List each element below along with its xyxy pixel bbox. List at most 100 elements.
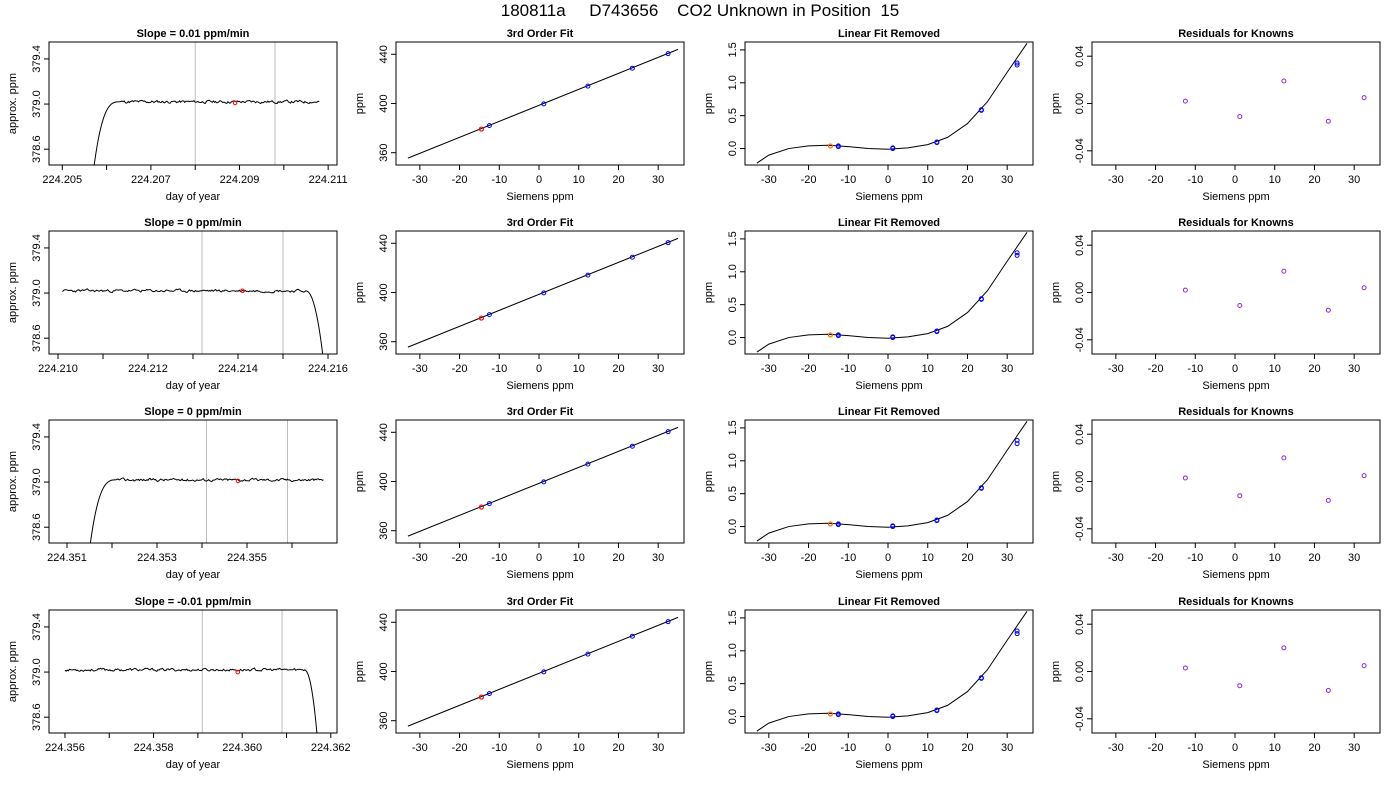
- known-point: [1325, 118, 1331, 124]
- x-tick-label: -30: [1108, 552, 1124, 564]
- x-tick-label: -30: [761, 552, 777, 564]
- y-tick-label: 0.5: [727, 297, 739, 312]
- x-tick-label: 224.353: [137, 552, 177, 564]
- x-tick-label: 0: [885, 363, 891, 375]
- x-tick-label: 20: [1308, 552, 1320, 564]
- y-tick-label: 0.00: [1074, 661, 1086, 682]
- x-axis-label: Siemens ppm: [506, 569, 573, 581]
- known-point: [1325, 307, 1331, 313]
- chart-title: Slope = 0.01 ppm/min: [137, 28, 250, 40]
- x-tick-label: 30: [652, 742, 664, 754]
- sample-marker: [240, 288, 245, 294]
- known-point: [665, 51, 671, 57]
- plot-frame: [1091, 419, 1381, 544]
- plot-frame: [1091, 609, 1381, 734]
- x-tick-label: 20: [961, 552, 973, 564]
- x-tick-label: -10: [491, 363, 507, 375]
- x-tick-label: 30: [652, 174, 664, 186]
- x-tick-label: 20: [612, 363, 624, 375]
- x-tick-label: 0: [536, 174, 542, 186]
- chart-title: 3rd Order Fit: [507, 406, 574, 418]
- known-point: [1361, 663, 1367, 669]
- x-tick-label: -10: [1187, 363, 1203, 375]
- chart-panel-13: Slope = -0.01 ppm/min 224.356 224.358 224.3…: [7, 596, 351, 771]
- plot-frame: [395, 609, 685, 734]
- x-tick-label: 20: [612, 552, 624, 564]
- x-tick-label: 224.355: [227, 552, 267, 564]
- known-point-secondary: [890, 334, 896, 340]
- known-point: [486, 312, 492, 318]
- y-tick-label: 400: [378, 94, 390, 112]
- x-tick-label: 30: [1001, 174, 1013, 186]
- y-tick-label: 378.6: [31, 703, 43, 731]
- y-tick-label: 360: [378, 333, 390, 351]
- x-tick-label: 10: [922, 174, 934, 186]
- y-axis-label: ppm: [1050, 471, 1062, 492]
- plot-area: [407, 616, 679, 727]
- x-tick-label: 20: [1308, 174, 1320, 186]
- known-point: [486, 691, 492, 697]
- plot-frame: [1091, 41, 1381, 166]
- known-point: [585, 83, 591, 89]
- x-tick-label: 10: [573, 363, 585, 375]
- y-tick-label: 1.0: [727, 264, 739, 279]
- y-axis-label: ppm: [354, 661, 366, 682]
- x-tick-label: -20: [452, 174, 468, 186]
- known-point-secondary: [890, 713, 896, 719]
- known-point: [1182, 475, 1188, 481]
- chart-title: Residuals for Knowns: [1178, 406, 1294, 418]
- plot-frame: [744, 41, 1034, 166]
- x-tick-label: -20: [801, 174, 817, 186]
- x-axis-label: Siemens ppm: [855, 191, 922, 203]
- unknown-point: [827, 143, 834, 149]
- y-tick-label: 0.5: [727, 676, 739, 691]
- fit-line: [407, 48, 679, 159]
- x-tick-label: -10: [1187, 174, 1203, 186]
- y-tick-label: 0.04: [1074, 613, 1086, 634]
- x-tick-label: 10: [922, 742, 934, 754]
- x-tick-label: 30: [652, 552, 664, 564]
- x-tick-label: 20: [1308, 742, 1320, 754]
- y-axis-label: ppm: [354, 93, 366, 114]
- x-tick-label: 20: [961, 742, 973, 754]
- x-axis-label: Siemens ppm: [506, 759, 573, 771]
- known-point: [541, 479, 547, 485]
- x-axis-label: Siemens ppm: [855, 569, 922, 581]
- y-tick-label: 1.5: [727, 610, 739, 625]
- x-tick-label: 224.205: [42, 174, 82, 186]
- known-point: [629, 633, 635, 639]
- x-tick-label: 20: [612, 742, 624, 754]
- known-point-secondary: [835, 332, 841, 338]
- plot-area: [1182, 645, 1367, 693]
- x-tick-label: -30: [1108, 174, 1124, 186]
- y-tick-label: 0.00: [1074, 93, 1086, 114]
- unknown-point: [827, 521, 834, 527]
- known-point: [1237, 303, 1243, 309]
- y-tick-label: -0.04: [1074, 327, 1086, 352]
- plot-area: [756, 43, 1028, 164]
- x-tick-label: 30: [652, 363, 664, 375]
- fit-line: [407, 426, 679, 537]
- known-point: [1281, 645, 1287, 651]
- y-tick-label: 0.00: [1074, 471, 1086, 492]
- x-tick-label: 20: [961, 363, 973, 375]
- chart-title: Slope = 0 ppm/min: [144, 217, 242, 229]
- x-tick-label: -20: [1148, 552, 1164, 564]
- known-point-secondary: [1014, 437, 1020, 443]
- known-point: [541, 290, 547, 296]
- y-tick-label: 400: [378, 662, 390, 680]
- known-point-secondary: [1014, 250, 1020, 256]
- y-tick-label: 379.4: [31, 423, 43, 451]
- plot-area: [756, 421, 1028, 542]
- known-point: [486, 501, 492, 507]
- known-point-secondary: [835, 521, 841, 527]
- y-tick-label: 379.4: [31, 613, 43, 641]
- chart-panel-7: Linear Fit Removed -30 -20 -10 0 10 20 30 0.0 0.5…: [703, 217, 1034, 392]
- x-tick-label: -30: [1108, 363, 1124, 375]
- y-tick-label: 360: [378, 712, 390, 730]
- x-tick-label: -10: [840, 552, 856, 564]
- x-tick-label: 10: [1269, 174, 1281, 186]
- y-axis-label: approx. ppm: [7, 73, 19, 134]
- x-tick-label: -20: [452, 742, 468, 754]
- plot-frame: [48, 419, 338, 544]
